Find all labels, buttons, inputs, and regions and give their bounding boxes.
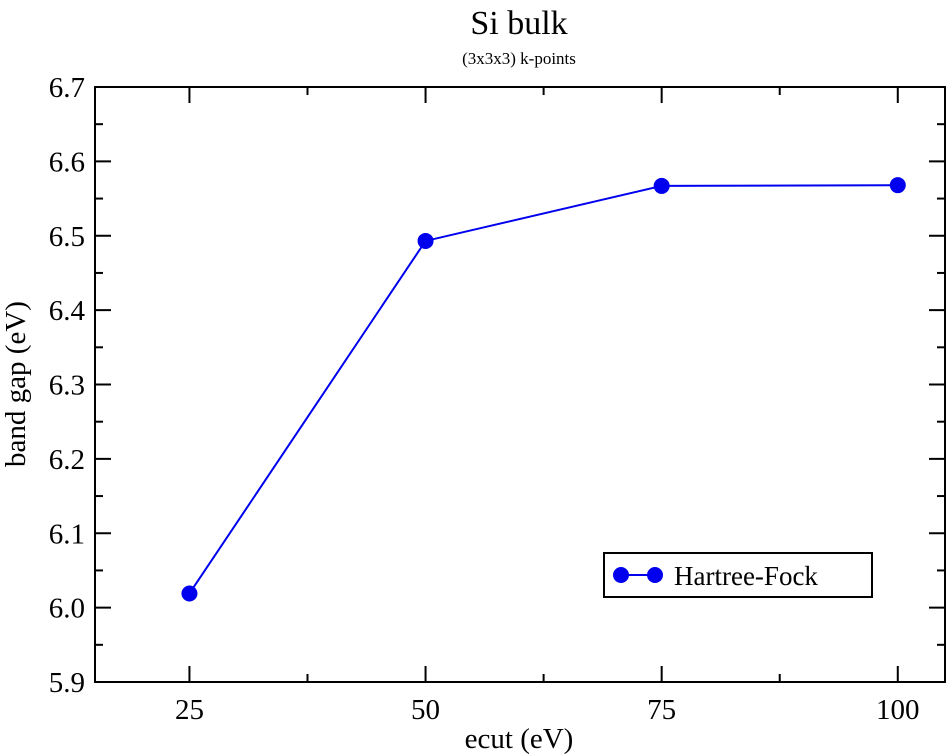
x-axis-label: ecut (eV) bbox=[465, 723, 574, 755]
data-point bbox=[417, 232, 434, 249]
x-tick-label: 100 bbox=[876, 694, 920, 726]
series-layer bbox=[181, 177, 906, 602]
y-tick-label: 6.3 bbox=[49, 370, 85, 402]
x-tick-label: 25 bbox=[175, 694, 204, 726]
y-tick-label: 6.2 bbox=[49, 444, 85, 476]
y-tick-label: 6.6 bbox=[49, 146, 85, 178]
data-point bbox=[889, 177, 906, 194]
chart-title: Si bulk bbox=[470, 5, 567, 42]
legend-label: Hartree-Fock bbox=[674, 561, 818, 591]
y-tick-label: 6.4 bbox=[49, 295, 86, 327]
y-tick-label: 6.0 bbox=[49, 593, 85, 625]
legend-marker bbox=[613, 567, 629, 583]
series-line bbox=[188, 184, 898, 595]
chart-subtitle: (3x3x3) k-points bbox=[462, 49, 576, 68]
legend: Hartree-Fock bbox=[603, 552, 873, 598]
legend-marker bbox=[647, 567, 663, 583]
y-tick-label: 6.5 bbox=[49, 221, 85, 253]
y-axis-label: band gap (eV) bbox=[0, 301, 32, 467]
data-point bbox=[653, 177, 670, 194]
y-tick-label: 6.7 bbox=[49, 72, 85, 104]
x-tick-label: 75 bbox=[647, 694, 676, 726]
x-tick-label: 50 bbox=[411, 694, 440, 726]
data-point bbox=[181, 585, 198, 602]
axis-tick-labels: 25 50 75 100 5.9 6.0 6.1 6.2 6.3 6.4 6.5 6.6 6.7 bbox=[49, 72, 920, 726]
plot-frame bbox=[94, 86, 946, 683]
y-tick-label: 5.9 bbox=[49, 667, 85, 699]
y-tick-label: 6.1 bbox=[49, 518, 85, 550]
